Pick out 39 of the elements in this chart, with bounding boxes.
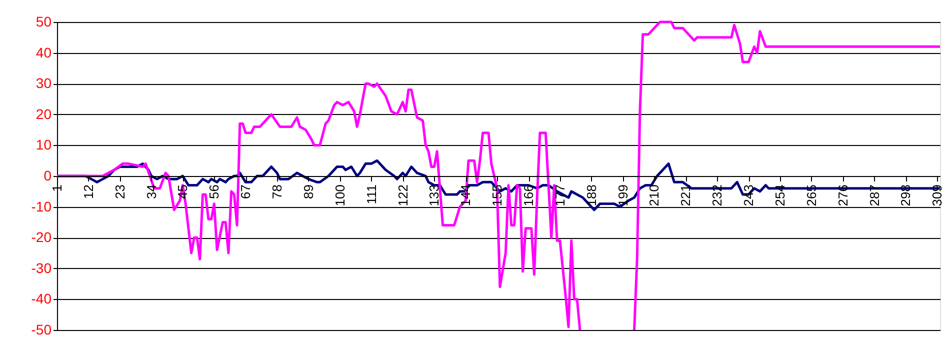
- x-tick-label: 89: [300, 184, 316, 199]
- x-tick-label: 133: [426, 184, 442, 206]
- x-tick-label: 155: [490, 184, 505, 206]
- y-tick-label: -20: [31, 229, 52, 246]
- x-tick-label: 276: [835, 184, 850, 206]
- y-tick-label: -30: [31, 260, 52, 276]
- x-tick-label: 12: [80, 184, 96, 199]
- y-tick-label: 50: [36, 14, 52, 30]
- y-tick-label: 40: [36, 44, 52, 60]
- y-tick-label: 30: [36, 75, 52, 92]
- x-tick-label: 188: [584, 184, 599, 206]
- x-tick-label: 45: [175, 184, 190, 199]
- y-tick-label: -10: [31, 198, 52, 214]
- x-tick-label: 34: [144, 184, 159, 199]
- y-tick-label: -40: [31, 290, 52, 307]
- x-tick-label: 144: [458, 184, 474, 206]
- x-tick-label: 243: [741, 184, 756, 206]
- x-tick-label: 232: [710, 184, 725, 206]
- x-tick-label: 177: [552, 184, 568, 206]
- x-tick-label: 111: [364, 184, 379, 204]
- x-tick-label: 122: [395, 184, 410, 206]
- x-tick-label: 67: [238, 184, 254, 199]
- x-tick-label: 265: [804, 184, 819, 206]
- x-tick-label: 56: [206, 184, 222, 199]
- y-tick-label: 0: [44, 168, 52, 184]
- x-tick-label: 298: [898, 184, 914, 206]
- y-tick-label: 20: [36, 106, 52, 122]
- x-tick-label: 100: [332, 184, 348, 206]
- x-tick-label: 309: [930, 184, 945, 206]
- x-tick-label: 287: [866, 184, 882, 206]
- x-tick-label: 210: [646, 184, 662, 206]
- y-tick-label: -50: [31, 322, 52, 338]
- x-tick-label: 166: [521, 184, 536, 206]
- x-tick-label: 254: [772, 184, 788, 206]
- x-tick-label: 78: [270, 184, 285, 199]
- y-tick-label: 10: [36, 136, 52, 153]
- x-tick-label: 23: [112, 184, 128, 199]
- x-tick-label: 199: [615, 184, 630, 206]
- x-tick-label: 221: [678, 184, 694, 206]
